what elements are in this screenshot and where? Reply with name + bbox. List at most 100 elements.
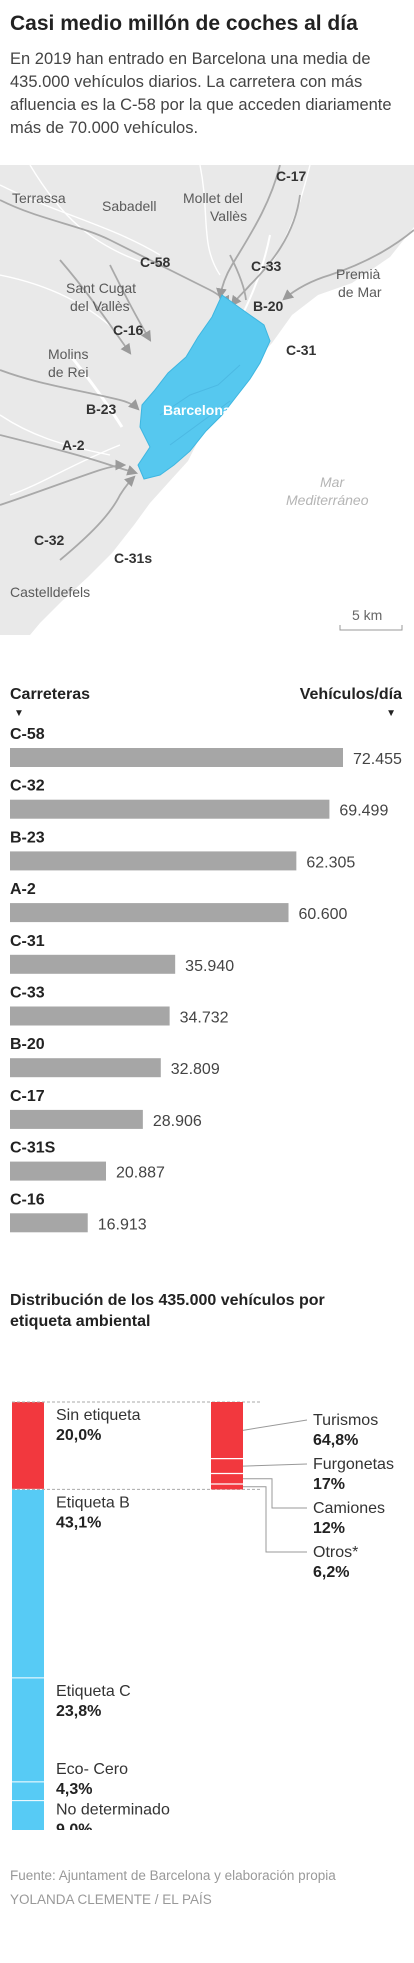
road-label-c31: C-31 (286, 342, 317, 358)
stack-value-label: 9,0% (56, 1822, 92, 1830)
place-label-castelldefels: Castelldefels (10, 584, 90, 600)
bar-category-label: C-31S (10, 1140, 56, 1157)
breakdown-leader-line (242, 1419, 308, 1431)
place-label-de-mar: de Mar (338, 284, 382, 300)
roads-sort-triangle: ▼ (14, 708, 24, 719)
roads-column-header: Carreteras (10, 686, 91, 703)
place-label-de-rei: de Rei (48, 364, 88, 380)
road-bar (10, 799, 330, 819)
place-label-valles: Vallès (210, 208, 247, 224)
breakdown-leader-line (242, 1463, 308, 1467)
roads-bar-chart: C-58 72.455 C-32 69.499 B-23 62.305 A-2 60.600 C… (10, 726, 402, 1233)
sea-label-mar: Mar (320, 474, 345, 490)
bar-category-label: C-31 (10, 933, 45, 950)
bar-category-label: C-16 (10, 1191, 45, 1208)
scale-label: 5 km (352, 607, 382, 623)
stack-category-label: Eco- Cero (56, 1761, 128, 1778)
main-roads (0, 165, 414, 561)
bar-category-label: B-23 (10, 829, 45, 846)
road-label-c33: C-33 (251, 258, 282, 274)
road-bar (10, 1058, 161, 1078)
road-bar (10, 1006, 170, 1026)
road-label-c17: C-17 (276, 168, 307, 184)
stack-value-label: 20,0% (56, 1427, 101, 1444)
district-line (169, 400, 231, 446)
bar-value-label: 34.732 (180, 1010, 229, 1027)
bar-category-label: B-20 (10, 1036, 45, 1053)
stack-segment (12, 1402, 44, 1490)
bar-value-label: 16.913 (98, 1216, 147, 1233)
road-label-c32: C-32 (34, 532, 65, 548)
road-bar (10, 903, 289, 923)
bar-category-label: C-33 (10, 985, 45, 1002)
road-bar (10, 851, 297, 871)
road-label-c16: C-16 (113, 322, 144, 338)
page-title: Casi medio millón de coches al día (10, 12, 358, 35)
stack-segment (12, 1800, 44, 1830)
city-label-barcelona: Barcelona (163, 402, 231, 418)
breakdown-category-label: Otros* (313, 1544, 358, 1561)
vehicles-sort-triangle: ▼ (386, 708, 396, 719)
breakdown-value-label: 64,8% (313, 1432, 358, 1449)
credit-note: YOLANDA CLEMENTE / EL PAÍS (10, 1892, 212, 1907)
barcelona-area (137, 294, 271, 480)
bar-value-label: 60.600 (299, 906, 348, 923)
stack-category-label: Etiqueta C (56, 1683, 131, 1700)
place-label-sabadell: Sabadell (102, 198, 157, 214)
breakdown-category-label: Turismos (313, 1412, 378, 1429)
stack-category-label: Etiqueta B (56, 1494, 130, 1511)
breakdown-category-label: Furgonetas (313, 1456, 394, 1473)
district-line (159, 364, 241, 416)
stack-value-label: 43,1% (56, 1514, 101, 1531)
source-note: Fuente: Ajuntament de Barcelona y elabor… (10, 1868, 336, 1883)
breakdown-category-label: Camiones (313, 1500, 385, 1517)
scale-bar (339, 625, 403, 631)
distribution-title: Distribución de los 435.000 vehículos po… (10, 1292, 325, 1330)
bar-value-label: 62.305 (306, 854, 355, 871)
place-label-del-valles: del Vallès (70, 298, 130, 314)
bar-value-label: 35.940 (185, 958, 234, 975)
stack-value-label: 23,8% (56, 1703, 101, 1720)
road-label-c58: C-58 (140, 254, 171, 270)
access-roads-map: Terrassa Sabadell Mollet del Vallès Sant… (0, 165, 414, 635)
road-label-c31s: C-31s (114, 550, 152, 566)
page-subtitle: En 2019 han entrado en Barcelona una med… (10, 50, 392, 137)
bar-value-label: 32.809 (171, 1061, 220, 1078)
breakdown-segment (211, 1484, 243, 1490)
stack-category-label: Sin etiqueta (56, 1407, 141, 1424)
breakdown-value-label: 6,2% (313, 1564, 349, 1581)
place-label-premia: Premià (336, 266, 381, 282)
sea-label-mediterraneo: Mediterráneo (286, 492, 369, 508)
bar-value-label: 72.455 (353, 751, 402, 768)
road-label-a2: A-2 (62, 437, 85, 453)
place-label-mollet: Mollet del (183, 190, 243, 206)
bar-value-label: 28.906 (153, 1113, 202, 1130)
breakdown-leader-line (243, 1478, 307, 1509)
bar-value-label: 20.887 (116, 1165, 165, 1182)
breakdown-leader-line (243, 1486, 307, 1553)
road-bar (10, 954, 176, 974)
bar-value-label: 69.499 (339, 803, 388, 820)
stack-value-label: 4,3% (56, 1781, 92, 1798)
road-bar (10, 748, 343, 767)
river-line (68, 354, 124, 428)
place-label-terrassa: Terrassa (12, 190, 66, 206)
road-bar (10, 1161, 106, 1181)
road-bar (10, 1109, 143, 1129)
breakdown-segment (211, 1458, 243, 1474)
bar-category-label: C-17 (10, 1088, 45, 1105)
label-distribution-chart: Sin etiqueta 20,0% Etiqueta B 43,1% Etiqueta… (12, 1401, 394, 1830)
bar-category-label: A-2 (10, 881, 36, 898)
breakdown-segment (211, 1402, 243, 1459)
breakdown-value-label: 17% (313, 1476, 345, 1493)
place-label-molins: Molins (48, 346, 88, 362)
breakdown-segment (211, 1473, 243, 1485)
stack-segment (12, 1677, 44, 1782)
stack-segment (12, 1781, 44, 1801)
breakdown-value-label: 12% (313, 1520, 345, 1537)
road-label-b23: B-23 (86, 401, 117, 417)
bar-category-label: C-58 (10, 726, 45, 743)
bar-category-label: C-32 (10, 778, 45, 795)
vehicles-column-header: Vehículos/día (299, 686, 402, 703)
stack-segment (12, 1489, 44, 1678)
